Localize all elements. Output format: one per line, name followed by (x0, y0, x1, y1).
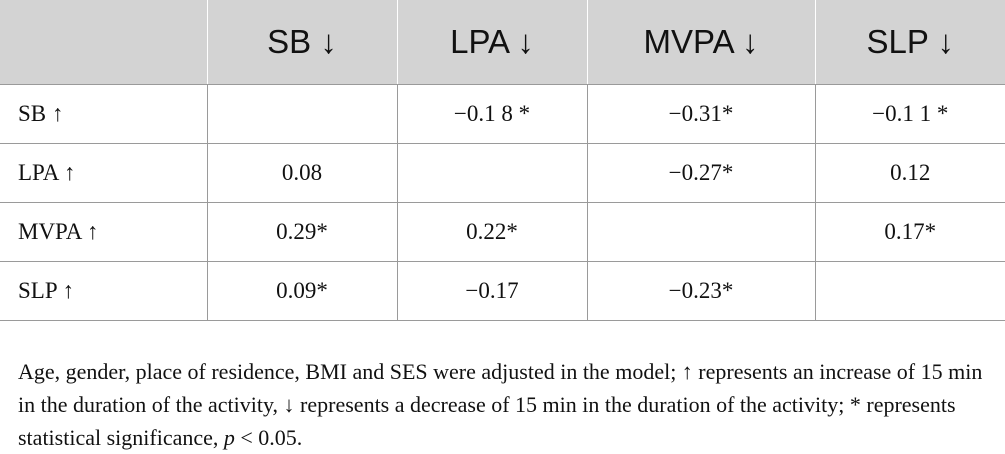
row-label-mvpa: MVPA ↑ (0, 202, 208, 262)
table-row: LPA ↑ 0.08 −0.27* 0.12 (0, 143, 1005, 203)
table-cell: −0.17 (397, 261, 588, 321)
footnote-text: Age, gender, place of residence, BMI and… (18, 359, 983, 450)
header-mvpa: MVPA ↓ (587, 0, 816, 85)
table-row: SLP ↑ 0.09* −0.17 −0.23* (0, 261, 1005, 321)
table-cell (587, 202, 816, 262)
footnote-p-symbol: p (223, 425, 235, 450)
table-cell: −0.1 8 * (397, 84, 588, 144)
table-cell: 0.09* (207, 261, 398, 321)
table-cell (397, 143, 588, 203)
table-cell (207, 84, 398, 144)
table-cell: 0.29* (207, 202, 398, 262)
table-header-row: SB ↓ LPA ↓ MVPA ↓ SLP ↓ (0, 0, 1005, 85)
table-cell: −0.23* (587, 261, 816, 321)
table-cell: 0.17* (815, 202, 1005, 262)
table-cell: 0.22* (397, 202, 588, 262)
header-corner (0, 0, 208, 85)
row-label-sb: SB ↑ (0, 84, 208, 144)
table-footnote: Age, gender, place of residence, BMI and… (18, 355, 993, 454)
results-table: SB ↓ LPA ↓ MVPA ↓ SLP ↓ SB ↑ −0.1 8 * −0… (0, 0, 1005, 321)
table-row: MVPA ↑ 0.29* 0.22* 0.17* (0, 202, 1005, 262)
header-slp: SLP ↓ (815, 0, 1005, 85)
row-label-slp: SLP ↑ (0, 261, 208, 321)
header-lpa: LPA ↓ (397, 0, 588, 85)
table-cell: −0.1 1 * (815, 84, 1005, 144)
table-cell: −0.31* (587, 84, 816, 144)
table-row: SB ↑ −0.1 8 * −0.31* −0.1 1 * (0, 84, 1005, 144)
header-sb: SB ↓ (207, 0, 398, 85)
table-cell (815, 261, 1005, 321)
footnote-p-value: < 0.05. (234, 425, 303, 450)
row-label-lpa: LPA ↑ (0, 143, 208, 203)
table-cell: 0.08 (207, 143, 398, 203)
table-cell: 0.12 (815, 143, 1005, 203)
table-cell: −0.27* (587, 143, 816, 203)
